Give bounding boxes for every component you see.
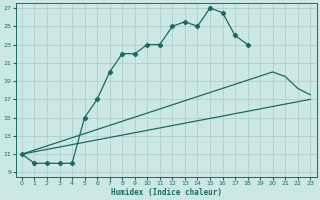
- X-axis label: Humidex (Indice chaleur): Humidex (Indice chaleur): [111, 188, 221, 197]
